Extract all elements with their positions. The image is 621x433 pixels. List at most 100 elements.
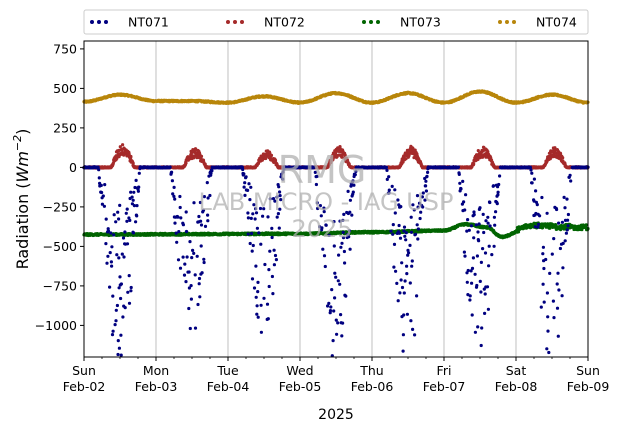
nt071-point <box>106 254 110 258</box>
nt071-point <box>104 217 108 221</box>
legend-marker <box>376 20 380 24</box>
nt071-point <box>114 220 118 224</box>
nt071-point <box>110 245 114 249</box>
nt071-point <box>202 257 206 261</box>
nt071-point <box>127 301 132 305</box>
nt071-point <box>205 181 209 185</box>
nt071-point <box>178 194 182 199</box>
nt071-point <box>172 194 176 198</box>
legend-marker <box>505 20 509 24</box>
nt072-point <box>472 162 476 166</box>
nt071-point <box>190 256 194 260</box>
nt071-point <box>170 179 174 183</box>
nt071-point <box>116 339 120 343</box>
nt071-point <box>122 255 126 259</box>
nt073-point <box>584 223 588 227</box>
nt071-point <box>135 214 139 218</box>
nt071-point <box>123 230 127 234</box>
nt071-point <box>131 231 136 235</box>
nt071-point <box>170 170 174 174</box>
nt071-point <box>99 183 103 187</box>
nt071-point <box>172 185 176 189</box>
nt071-point <box>137 185 141 189</box>
nt071-point <box>110 333 115 337</box>
nt071-point <box>127 274 131 278</box>
legend-entry-nt074: NT074 <box>498 15 577 30</box>
nt071-point <box>175 240 179 244</box>
nt071-point <box>97 176 101 180</box>
nt071-point <box>111 329 115 333</box>
nt071-point <box>181 223 185 227</box>
plot-area: RMG LAB MICRO - IAG USP 2025 <box>82 40 590 358</box>
nt071-point <box>125 242 130 246</box>
nt071-point <box>131 198 135 202</box>
nt071-point <box>168 165 172 169</box>
nt071-point <box>203 224 208 228</box>
nt071-point <box>128 218 132 222</box>
nt071-point <box>129 285 133 290</box>
nt071-point <box>198 295 202 299</box>
nt071-point <box>181 255 185 259</box>
nt071-point <box>132 190 136 194</box>
nt071-point <box>199 244 203 248</box>
nt071-point <box>188 326 192 331</box>
nt071-point <box>125 207 129 211</box>
nt071-point <box>206 219 210 223</box>
legend-marker <box>90 20 94 24</box>
nt071-point <box>119 333 123 337</box>
legend-marker <box>226 20 230 24</box>
legend-marker <box>498 20 502 24</box>
nt071-point <box>123 306 127 310</box>
nt071-point <box>115 253 119 257</box>
nt071-point <box>110 264 114 268</box>
nt071-point <box>178 266 183 270</box>
nt071-point <box>118 203 122 207</box>
nt071-point <box>108 251 112 255</box>
nt071-point <box>124 211 128 215</box>
legend: NT071 NT072 NT073 NT074 <box>83 9 589 35</box>
nt071-point <box>129 190 133 194</box>
nt071-point <box>136 189 140 193</box>
legend-label: NT072 <box>264 15 305 30</box>
nt071-point <box>197 276 202 281</box>
nt071-point <box>117 217 121 221</box>
nt071-point <box>189 297 193 301</box>
nt071-point <box>182 273 187 277</box>
nt071-point <box>196 302 200 307</box>
nt071-point <box>130 195 134 199</box>
nt071-point <box>187 270 191 274</box>
legend-label: NT073 <box>400 15 441 30</box>
nt071-point <box>188 240 192 244</box>
nt071-point <box>195 254 199 258</box>
nt071-point <box>192 201 196 205</box>
nt071-point <box>187 306 191 311</box>
nt071-point <box>210 169 214 173</box>
legend-marker <box>97 20 101 24</box>
nt071-point <box>104 242 108 246</box>
nt071-point <box>102 204 106 208</box>
legend-marker <box>362 20 366 24</box>
nt071-point <box>117 256 121 260</box>
nt071-point <box>176 258 181 262</box>
legend-marker <box>512 20 516 24</box>
nt071-point <box>197 282 201 286</box>
nt071-point <box>119 296 123 301</box>
nt071-point <box>189 284 193 288</box>
nt071-point <box>113 323 117 327</box>
nt071-point <box>183 262 187 266</box>
nt071-point <box>199 219 203 223</box>
nt072-point <box>131 161 135 165</box>
nt071-point <box>114 319 118 323</box>
nt071-point <box>120 252 124 256</box>
nt071-point <box>108 285 112 289</box>
legend-marker <box>233 20 237 24</box>
nt071-point <box>100 190 104 195</box>
nt071-point <box>177 230 181 234</box>
nt071-point <box>137 171 141 175</box>
legend-marker <box>104 20 108 24</box>
nt071-point <box>114 308 118 312</box>
legend-label: NT071 <box>128 15 169 30</box>
legend-label: NT074 <box>536 15 577 30</box>
nt071-point <box>202 260 206 265</box>
